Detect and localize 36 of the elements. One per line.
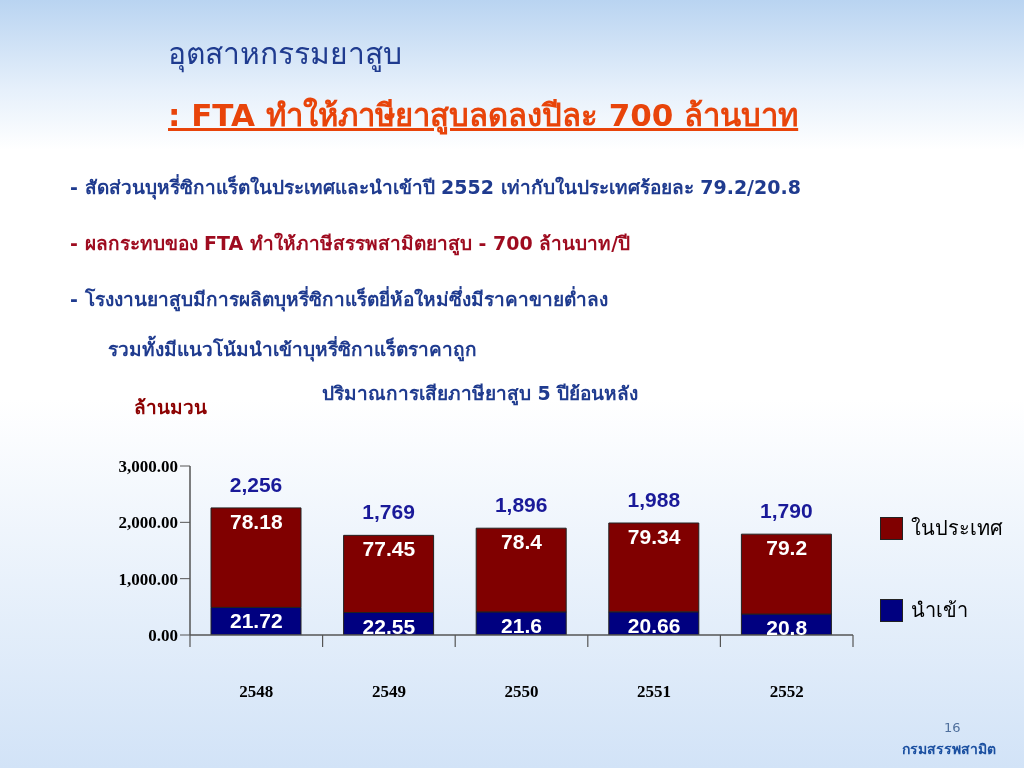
annotation: 77.45 — [362, 537, 416, 561]
text: - ผลกระทบของ FTA ทำให้ภาษีสรรพสามิตยาสูบ - 700 ล้านบาท/ปี — [70, 231, 631, 258]
x-tick-label: 2550 — [504, 682, 539, 701]
text: 16 — [944, 720, 961, 735]
annotation: 78.18 — [230, 509, 283, 533]
total-label: 1,790 — [760, 499, 813, 523]
legend-label: ในประเทศ — [911, 516, 1003, 541]
y-tick-label: 3,000.00 — [118, 457, 178, 477]
x-tick-label: 2551 — [637, 682, 672, 701]
annotation: 20.8 — [766, 616, 808, 640]
y-axis-title: ล้านมวน — [134, 395, 207, 420]
chart-subtitle: : FTA ทำให้ภาษียาสูบลดลงปีละ 700 ล้านบาท — [168, 96, 799, 137]
y-tick-label: 2,000.00 — [118, 513, 178, 533]
text: ปริมาณการเสียภาษียาสูบ 5 ปีย้อนหลัง — [322, 381, 639, 408]
y-tick-label: 0.00 — [148, 626, 178, 646]
text: กรมสรรพสามิต — [902, 740, 996, 759]
x-tick-label: 2548 — [239, 682, 274, 701]
x-tick-label: 2552 — [769, 682, 804, 701]
annotation: 79.34 — [627, 525, 681, 549]
annotation: 22.55 — [362, 614, 416, 638]
y-tick-label: 1,000.00 — [118, 569, 178, 589]
chart-title: อุตสาหกรรมยาสูบ — [168, 35, 402, 75]
annotation: 21.72 — [230, 609, 283, 633]
annotation: 79.2 — [766, 536, 808, 560]
text: - โรงงานยาสูบมีการผลิตบุหรี่ซิกาแร็ตยี่ห้อใหม่ซึ่งมีราคาขายต่ำลง — [70, 285, 608, 314]
text: รวมทั้งมีแนวโน้มนำเข้าบุหรี่ซิกาแร็ตราคาถูก — [108, 334, 477, 364]
total-label: 1,769 — [362, 500, 415, 524]
annotation: 78.4 — [501, 530, 543, 554]
x-tick-label: 2549 — [371, 682, 406, 701]
legend-label: นำเข้า — [911, 598, 968, 623]
annotation: 20.66 — [627, 613, 681, 637]
total-label: 2,256 — [229, 472, 283, 496]
total-label: 1,988 — [627, 488, 681, 512]
annotation: 21.6 — [501, 613, 542, 637]
total-label: 1,896 — [494, 493, 548, 517]
text: - สัดส่วนบุหรี่ซิกาแร็ตในประเทศและนำเข้าปี 2552 เท่ากับในประเทศร้อยละ 79.2/20.8 — [70, 173, 801, 202]
